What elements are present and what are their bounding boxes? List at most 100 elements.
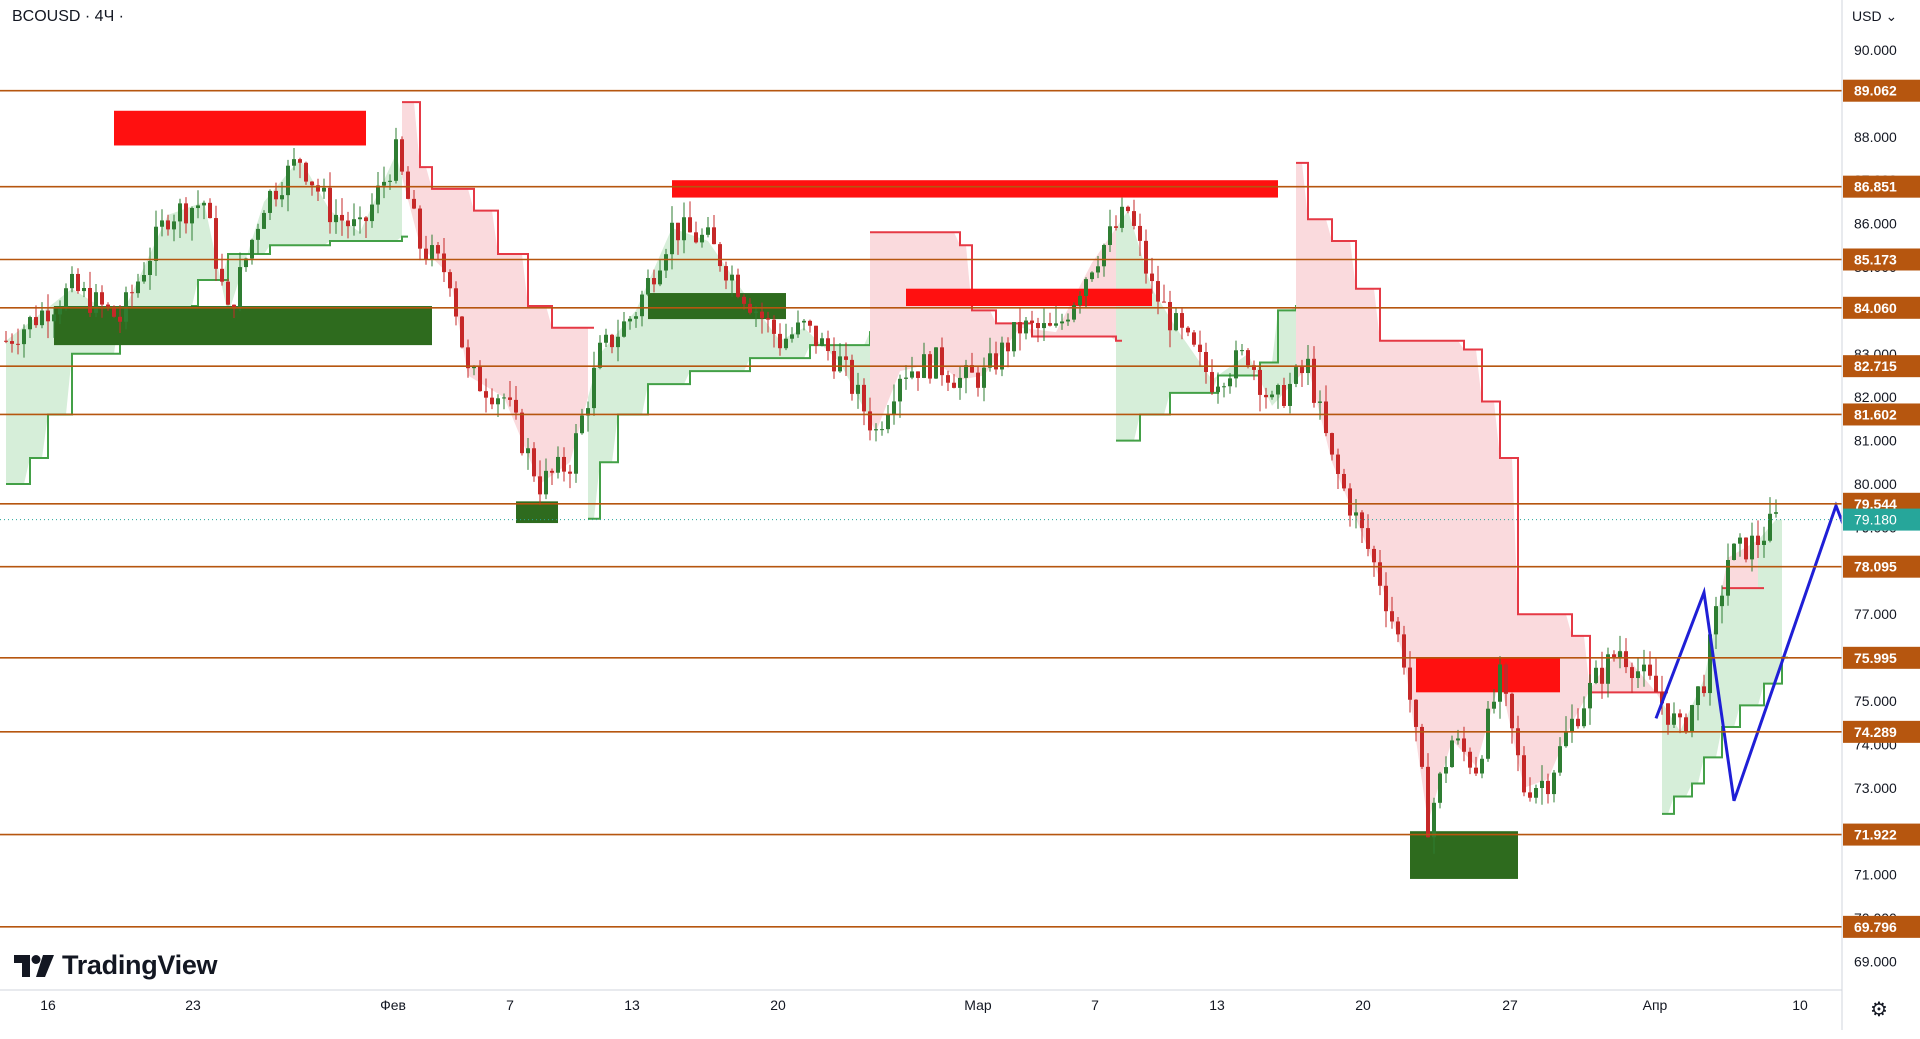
supply-zone-1 [672, 180, 1278, 198]
candle-body [196, 205, 200, 209]
candle [526, 438, 530, 470]
candle-body [1132, 211, 1136, 226]
candle [1714, 596, 1718, 650]
candle [1078, 291, 1082, 314]
candle [166, 214, 170, 236]
level-price-tag: 69.796 [1843, 915, 1920, 938]
candle-body [688, 217, 692, 233]
candle [10, 333, 14, 353]
candle [1126, 205, 1130, 214]
candle [436, 241, 440, 260]
candle-body [844, 356, 848, 360]
candle-body [376, 185, 380, 205]
candle [202, 200, 206, 220]
candle [364, 216, 368, 238]
candle-body [1678, 713, 1682, 718]
candle [712, 215, 716, 245]
candle-body [832, 350, 836, 372]
candle-body [544, 470, 548, 495]
candle-body [40, 310, 44, 326]
supply-zone-0 [114, 110, 366, 146]
candle-body [1096, 266, 1100, 273]
candle [412, 189, 416, 210]
level-tag-text: 79.544 [1854, 496, 1897, 512]
candle-body [1756, 535, 1760, 545]
supply-zone-2 [906, 288, 1152, 307]
candle [1156, 265, 1160, 315]
candle [754, 306, 758, 327]
symbol-label[interactable]: BCOUSD · 4Ч · [12, 8, 125, 25]
candle [1036, 317, 1040, 343]
candle-body [1372, 548, 1376, 563]
candle-body [298, 159, 302, 163]
candle-body [1090, 272, 1094, 280]
currency-selector[interactable]: USD ⌄ [1852, 8, 1897, 25]
candle-body [556, 456, 560, 473]
candle [4, 331, 8, 344]
candle [1732, 543, 1736, 561]
candle-body [634, 316, 638, 319]
candle-body [946, 375, 950, 383]
candle-body [130, 292, 134, 294]
candle [304, 161, 308, 185]
tradingview-logo[interactable]: TradingView [14, 950, 218, 981]
candle-body [1654, 675, 1658, 693]
candle-body [268, 190, 272, 213]
candle [370, 193, 374, 228]
candle [154, 210, 158, 276]
level-tag-bg [1843, 296, 1920, 319]
candle-body [970, 365, 974, 373]
candle-body [964, 365, 968, 378]
candle [1756, 520, 1760, 558]
candle-body [670, 222, 674, 255]
candle-body [958, 377, 962, 388]
candle-body [718, 244, 722, 267]
candle [220, 253, 224, 286]
candle [1576, 708, 1580, 729]
candle-body [742, 296, 746, 304]
candle [256, 223, 260, 254]
candle-body [1258, 369, 1262, 395]
candle-body [316, 185, 320, 192]
candle-body [1546, 780, 1550, 795]
candle-body [1324, 401, 1328, 434]
candle-body [106, 304, 110, 307]
candle-body [52, 314, 56, 322]
candle-body [1108, 226, 1112, 245]
candle [814, 325, 818, 354]
candle-body [364, 217, 368, 222]
candle [298, 157, 302, 179]
candle [346, 211, 350, 239]
candle-body [46, 310, 50, 322]
candle [916, 371, 920, 391]
x-tick-label: 7 [506, 997, 514, 1013]
candle [724, 261, 728, 290]
candle-body [940, 347, 944, 376]
candle-body [562, 456, 566, 472]
x-tick-label: Мар [964, 997, 992, 1013]
bull-regime-3 [1662, 519, 1788, 815]
candle-body [1528, 792, 1532, 798]
plot-area[interactable]: 84.060 81.602 75.995 71.922 [4, 101, 1920, 879]
candle-body [1156, 281, 1160, 302]
candle [1420, 723, 1424, 770]
level-price-tag: 78.095 [1843, 555, 1920, 578]
candle-body [1282, 385, 1286, 406]
current-tag-text: 79.180 [1854, 512, 1897, 528]
candle-body [532, 448, 536, 477]
candle-body [1048, 323, 1052, 326]
candle-body [760, 311, 764, 319]
candle [1300, 359, 1304, 387]
time-axis[interactable]: 16 23 Фев 7 13 20 Мар 7 13 20 27 Апр 10 [0, 989, 1842, 1013]
candle-body [1246, 350, 1250, 366]
candle-body [550, 470, 554, 473]
level-tag-bg [1843, 646, 1920, 669]
price-axis[interactable]: 69.00070.00071.00072.00073.00074.00075.0… [1841, 0, 1920, 1034]
candle [556, 446, 560, 479]
gear-icon[interactable]: ⚙ [1870, 999, 1888, 1021]
candle [70, 266, 74, 293]
candle [1774, 499, 1778, 518]
candle-body [4, 340, 8, 342]
